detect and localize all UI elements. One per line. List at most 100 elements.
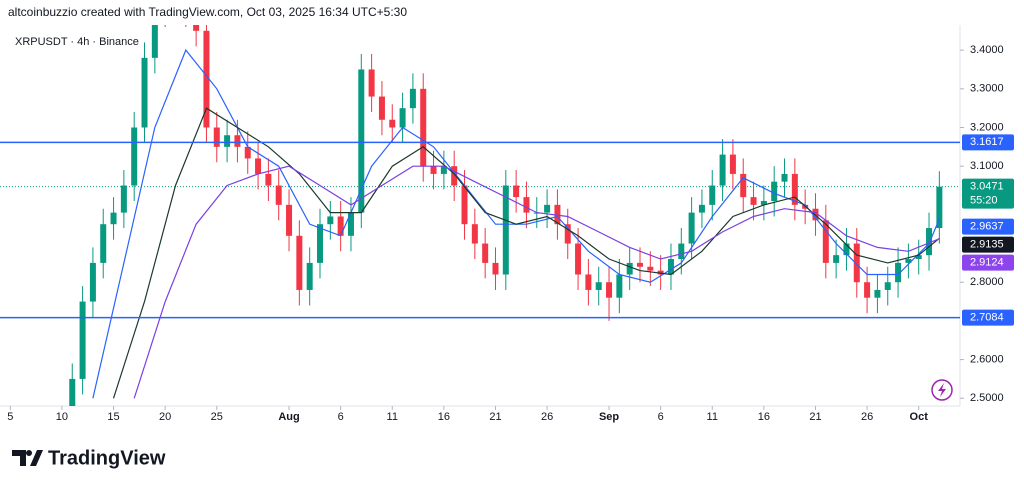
candle-body — [719, 154, 726, 186]
countdown: 55:20 — [970, 195, 998, 207]
candle-body — [853, 243, 860, 283]
x-tick-label: 21 — [809, 411, 821, 423]
candle-body — [471, 224, 478, 244]
candle-body — [120, 185, 127, 213]
candle-body — [647, 266, 654, 271]
candle-body — [79, 301, 86, 379]
candle-body — [791, 173, 798, 205]
candle-body — [337, 216, 344, 236]
candle-body — [409, 88, 416, 109]
candle-body — [595, 282, 602, 290]
candle-body — [327, 216, 334, 225]
candle-body — [760, 200, 767, 205]
x-tick-label: Aug — [278, 411, 299, 423]
candle-body — [296, 235, 303, 290]
candle-body — [203, 30, 210, 128]
candle-body — [513, 185, 520, 198]
candle-body — [131, 127, 138, 186]
candle-body — [347, 212, 354, 236]
header: altcoinbuzzio created with TradingView.c… — [8, 5, 407, 19]
candle-body — [895, 262, 902, 283]
price-badge: 2.9135 — [962, 236, 1014, 253]
y-tick-label: 3.1000 — [970, 160, 1004, 172]
candle-body — [440, 166, 447, 174]
candle-body — [781, 173, 788, 182]
brand: TradingView — [48, 447, 166, 469]
x-tick-label: 21 — [489, 411, 501, 423]
candle-body — [100, 224, 107, 263]
candle-body — [884, 282, 891, 290]
candle-body — [368, 69, 375, 97]
price-badge-bg — [962, 254, 1014, 271]
candle-body — [244, 146, 251, 159]
candle-body — [255, 158, 262, 174]
y-tick-label: 2.5000 — [970, 392, 1004, 404]
candle-body — [575, 243, 582, 275]
x-tick-label: 10 — [56, 411, 68, 423]
candle-body — [843, 243, 850, 256]
x-tick-label: 20 — [159, 411, 171, 423]
candle-body — [234, 135, 241, 147]
price-badge-bg — [962, 134, 1014, 151]
candle-body — [492, 262, 499, 275]
x-tick-label: 6 — [338, 411, 344, 423]
price-badge-label: 3.1617 — [970, 136, 1004, 148]
candle-body — [193, 25, 200, 31]
x-tick-label: 16 — [758, 411, 770, 423]
candle-body — [69, 378, 76, 406]
candle-body — [141, 57, 148, 128]
candle-body — [286, 204, 293, 236]
candle-body — [905, 259, 912, 263]
candle-body — [709, 185, 716, 205]
price-badge: 3.1617 — [962, 134, 1014, 151]
candle-body — [544, 204, 551, 213]
candle-body — [926, 228, 933, 256]
candle-body — [750, 197, 757, 205]
x-tick-label: 26 — [861, 411, 873, 423]
candle-body — [564, 224, 571, 244]
candle-body — [461, 185, 468, 225]
price-badge-label: 3.0471 — [970, 181, 1004, 193]
x-tick-label: 11 — [707, 411, 718, 423]
x-tick-label: 5 — [7, 411, 13, 423]
candle-body — [89, 262, 96, 302]
candle-body — [306, 262, 313, 290]
candle-body — [606, 282, 613, 298]
candle-body — [224, 135, 231, 147]
candle-body — [275, 185, 282, 205]
candle-body — [915, 255, 922, 260]
price-badge-label: 2.9124 — [970, 257, 1004, 269]
moving-average — [133, 165, 940, 399]
x-tick-label: 11 — [387, 411, 398, 423]
candle-body — [151, 25, 158, 58]
candle-body — [430, 166, 437, 174]
y-tick-label: 3.2000 — [970, 121, 1004, 133]
price-badge: 2.9637 — [962, 218, 1014, 235]
x-tick-label: Oct — [910, 411, 929, 423]
price-badge: 2.7084 — [962, 309, 1014, 326]
candle-body — [213, 127, 220, 147]
x-tick-label: 6 — [658, 411, 664, 423]
candle-body — [822, 220, 829, 263]
candle-body — [874, 289, 881, 298]
candle-body — [523, 197, 530, 213]
candle-body — [698, 204, 705, 213]
candle-body — [667, 259, 674, 275]
y-tick-label: 2.8000 — [970, 276, 1004, 288]
price-badge: 3.0471 55:20 — [962, 178, 1014, 209]
icon[interactable] — [931, 379, 953, 401]
y-tick-label: 3.3000 — [970, 83, 1004, 95]
candle-body — [740, 173, 747, 198]
plot — [0, 25, 960, 406]
price-badge-bg — [962, 218, 1014, 235]
candle-body — [771, 181, 778, 201]
icon — [938, 383, 946, 397]
x-tick-label: Sep — [599, 411, 619, 423]
candle-body — [729, 154, 736, 174]
x-tick-label: 26 — [541, 411, 553, 423]
candle-body — [389, 119, 396, 128]
candle-body — [585, 274, 592, 290]
price-badge-label: 2.9135 — [970, 239, 1004, 251]
